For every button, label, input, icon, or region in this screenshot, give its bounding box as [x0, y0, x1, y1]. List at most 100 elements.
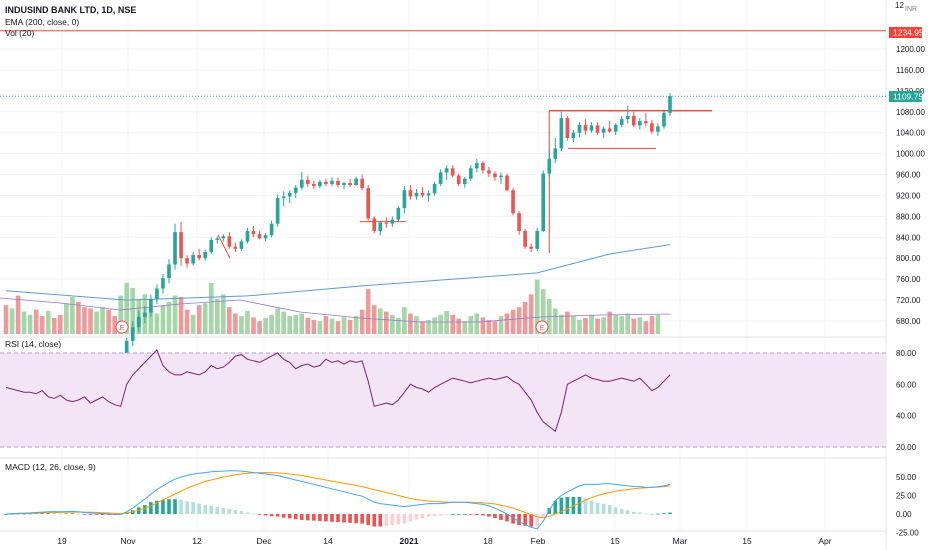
volume-bar	[94, 311, 99, 334]
candle-body	[251, 231, 256, 235]
macd-histogram-bar	[348, 514, 352, 523]
macd-histogram-bar	[601, 503, 606, 514]
macd-histogram-bar	[4, 514, 8, 515]
candle-body	[432, 183, 437, 194]
candle-body	[197, 255, 201, 259]
macd-histogram-bar	[143, 505, 147, 514]
macd-legend: MACD (12, 26, close, 9)	[5, 462, 96, 472]
volume-bar	[305, 318, 311, 334]
price-tick-label: 720.00	[896, 296, 921, 305]
macd-histogram-bar	[565, 496, 570, 514]
price-tick-label: 680.00	[896, 317, 921, 326]
candle-body	[420, 192, 425, 196]
candle-body	[257, 234, 262, 239]
price-tick-label: 920.00	[896, 191, 921, 200]
macd-histogram-bar	[342, 514, 346, 523]
volume-bar	[528, 294, 534, 334]
volume-bar	[474, 313, 480, 334]
candle-body	[529, 246, 533, 249]
candle-body	[354, 178, 358, 185]
macd-histogram-bar	[444, 514, 449, 515]
volume-bar	[390, 314, 395, 334]
volume-bar	[516, 307, 522, 334]
candle-body	[348, 182, 352, 185]
price-tick-label: 1080.00	[896, 108, 925, 117]
macd-histogram-bar	[299, 514, 304, 520]
candle-body	[269, 223, 274, 236]
volume-bar	[311, 319, 317, 334]
macd-histogram-bar	[52, 513, 57, 514]
time-tick-label: 14	[323, 536, 333, 546]
candle-body	[523, 231, 527, 247]
volume-bar	[347, 319, 353, 334]
volume-bar	[377, 308, 383, 334]
macd-histogram-bar	[106, 514, 111, 516]
macd-histogram-bar	[161, 499, 165, 514]
candle-body	[366, 188, 370, 219]
volume-bar	[468, 316, 474, 334]
candle-body	[209, 239, 214, 252]
candle-body	[601, 128, 606, 133]
candle-body	[299, 179, 304, 188]
volume-bar	[486, 319, 492, 334]
volume-bar	[408, 313, 413, 334]
candle-body	[444, 168, 449, 173]
time-tick-label: 15	[610, 536, 620, 546]
candle-body	[450, 168, 455, 176]
candle-body	[517, 213, 521, 232]
macd-tick-label: 0.00	[896, 510, 912, 519]
candle-body	[149, 299, 153, 313]
time-tick-label: 19	[57, 536, 67, 546]
macd-histogram-bar	[360, 514, 364, 524]
currency-top-value: 12	[895, 1, 904, 10]
volume-bar	[220, 294, 226, 334]
macd-histogram-bar	[275, 514, 280, 517]
volume-bar	[3, 305, 9, 334]
volume-bar	[498, 316, 504, 334]
candle-body	[481, 163, 485, 171]
macd-histogram-bar	[167, 499, 171, 514]
volume-bar	[227, 307, 232, 334]
macd-histogram-bar	[450, 514, 455, 515]
volume-bar	[480, 317, 486, 334]
volume-bar	[166, 302, 172, 334]
macd-histogram-bar	[468, 514, 473, 515]
volume-bar	[202, 303, 208, 334]
macd-histogram-bar	[312, 514, 316, 521]
volume-bar	[583, 318, 588, 334]
macd-line	[5, 470, 671, 530]
volume-bar	[637, 317, 643, 334]
candle-body	[378, 222, 383, 232]
macd-histogram-bar	[414, 514, 419, 520]
volume-bar	[510, 309, 516, 334]
ema-200-line	[5, 244, 671, 301]
macd-histogram-bar	[396, 514, 401, 525]
volume-bar	[287, 316, 293, 334]
volume-bar	[160, 305, 166, 334]
candle-body	[124, 340, 129, 358]
volume-bar	[323, 316, 329, 334]
rsi-line	[5, 348, 671, 433]
macd-histogram-bar	[577, 496, 582, 514]
macd-histogram-bar	[535, 514, 540, 526]
volume-bar	[589, 314, 594, 334]
volume-bar	[148, 308, 154, 334]
candle-body	[547, 158, 552, 174]
volume-bar	[438, 314, 443, 334]
macd-panel	[4, 470, 672, 530]
volume-bar	[552, 308, 558, 334]
macd-histogram-bar	[306, 514, 310, 521]
candle-body	[179, 232, 183, 259]
macd-histogram-bar	[94, 514, 99, 515]
macd-histogram-bar	[583, 498, 588, 514]
volume-bar	[371, 305, 377, 334]
candle-body	[668, 96, 672, 113]
volume-bar	[106, 309, 111, 334]
volume-bar	[27, 314, 33, 334]
macd-histogram-bar	[336, 514, 340, 523]
ema-legend: EMA (200, close, 0)	[5, 17, 79, 27]
candle-body	[281, 196, 286, 199]
volume-bar	[9, 308, 15, 334]
volume-bar	[577, 319, 582, 334]
